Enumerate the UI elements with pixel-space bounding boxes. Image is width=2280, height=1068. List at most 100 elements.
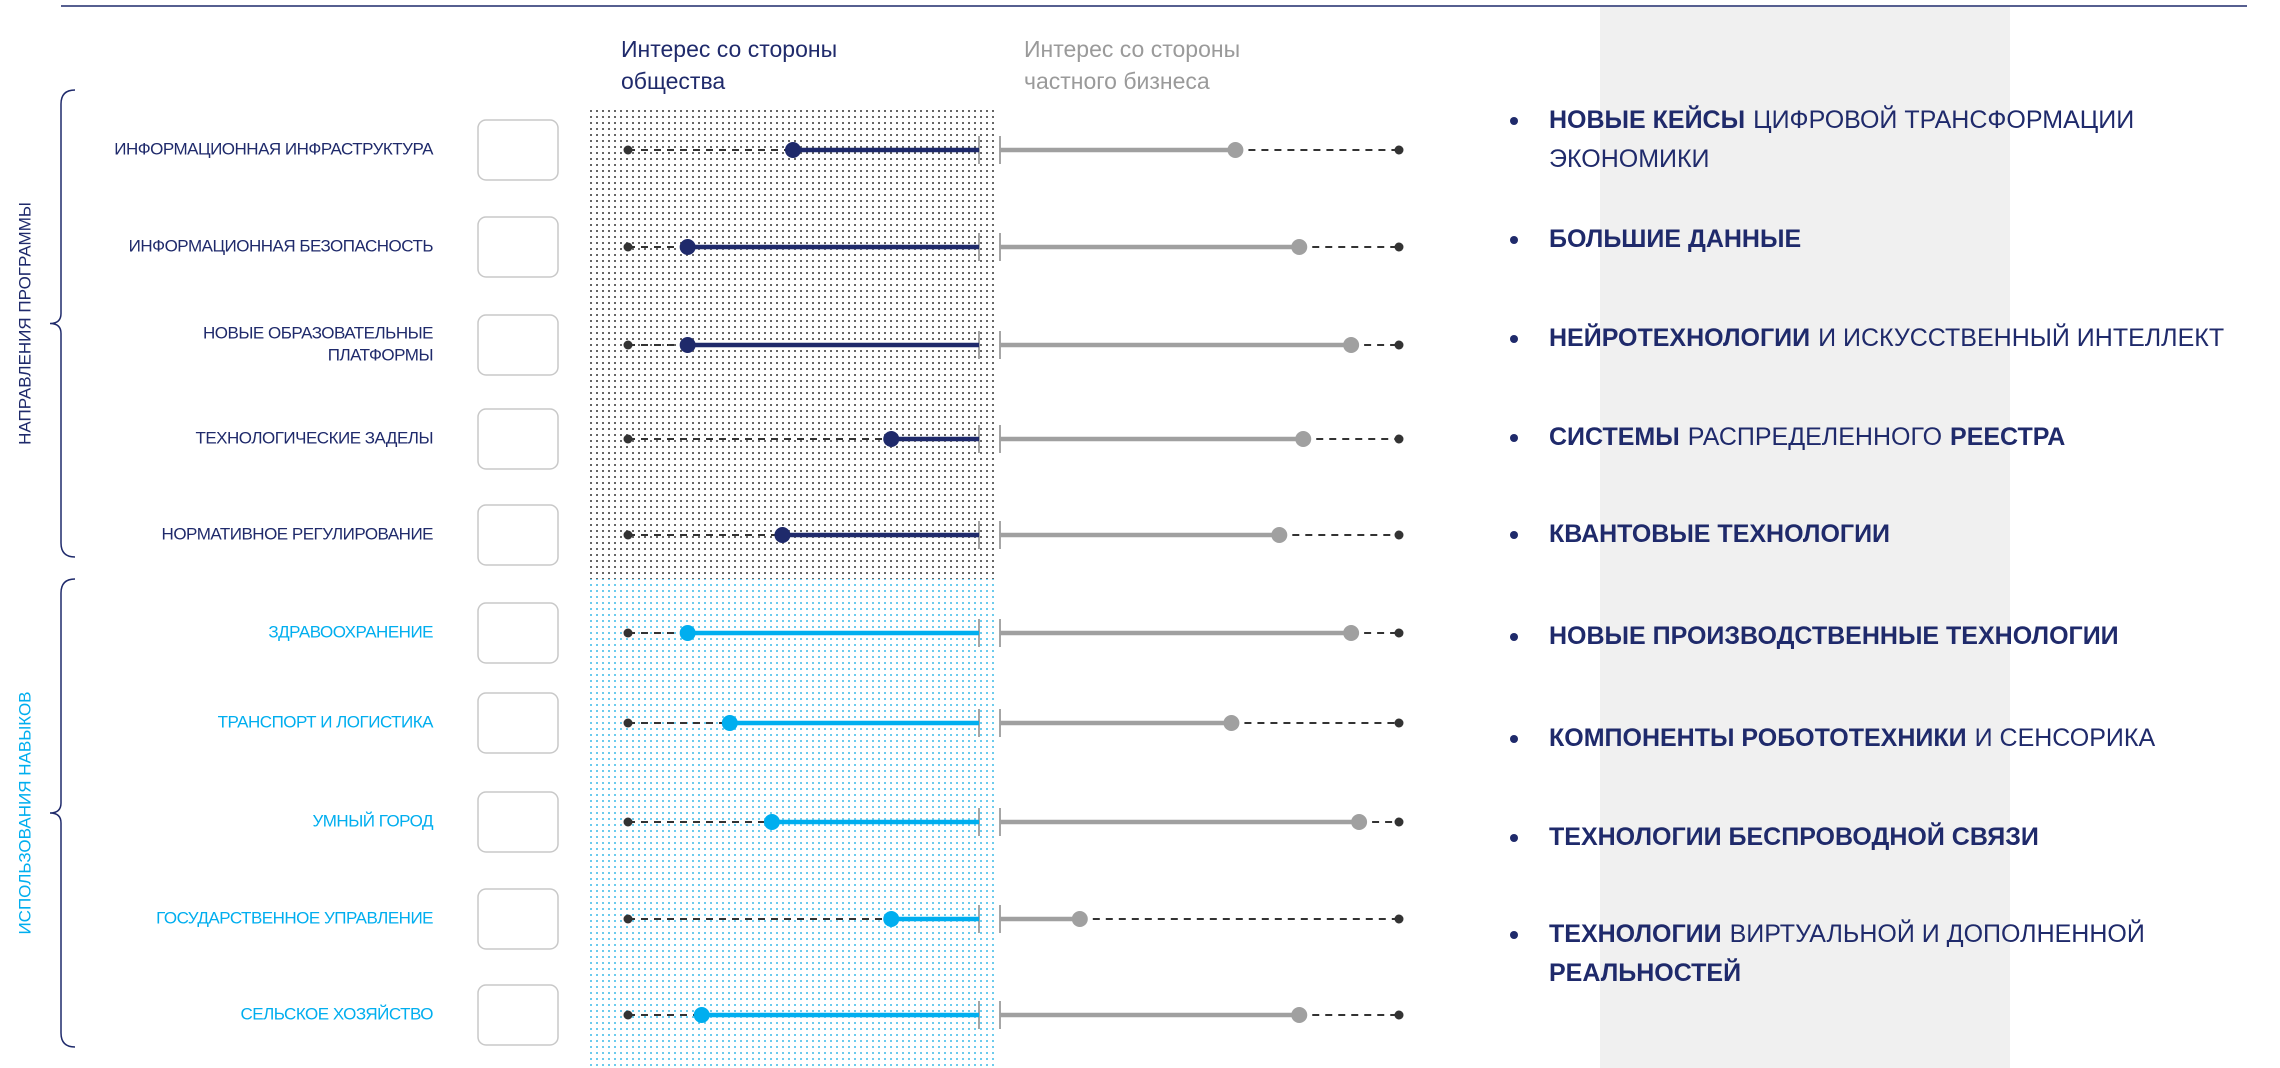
end-dot (1395, 341, 1404, 350)
start-dot (624, 243, 633, 252)
column-title: частного бизнеса (1024, 68, 1210, 94)
row-label: ЗДРАВООХРАНЕНИЕ (268, 622, 433, 641)
end-dot (1395, 915, 1404, 924)
business-dot (1271, 527, 1287, 543)
business-dot (1227, 142, 1243, 158)
bullet-text: КОМПОНЕНТЫ РОБОТОТЕХНИКИ И СЕНСОРИКА (1549, 724, 2155, 752)
start-dot (624, 435, 633, 444)
end-dot (1395, 1011, 1404, 1020)
row-icon (478, 603, 558, 663)
bullet-text: БОЛЬШИЕ ДАННЫЕ (1549, 225, 1801, 253)
bullet-segment: ЭКОНОМИКИ (1549, 145, 1710, 173)
bullet (1510, 735, 1518, 743)
bullet (1510, 834, 1518, 842)
bullet-segment: НОВЫЕ КЕЙСЫ (1549, 104, 1745, 134)
row-icon (478, 217, 558, 277)
bullet (1510, 236, 1518, 244)
row-icon (478, 409, 558, 469)
end-dot (1395, 818, 1404, 827)
row-label: ТРАНСПОРТ И ЛОГИСТИКА (218, 712, 435, 731)
society-dot (785, 142, 801, 158)
row-label: ИНФОРМАЦИОННАЯ ИНФРАСТРУКТУРА (114, 139, 434, 158)
society-dot (764, 814, 780, 830)
infographic: Интерес со стороныобществаИнтерес со сто… (0, 0, 2280, 1068)
start-dot (624, 629, 633, 638)
bullet-text: НОВЫЕ КЕЙСЫ ЦИФРОВОЙ ТРАНСФОРМАЦИИ (1549, 104, 2134, 134)
bullet-text: ТЕХНОЛОГИИ ВИРТУАЛЬНОЙ И ДОПОЛНЕННОЙ (1549, 918, 2145, 948)
row-label: СЕЛЬСКОЕ ХОЗЯЙСТВО (241, 1004, 434, 1023)
society-dot (680, 239, 696, 255)
row-icon (478, 120, 558, 180)
group-label: НАПРАВЛЕНИЯ ПРОГРАММЫ (15, 202, 34, 445)
bullet-segment: И ИСКУССТВЕННЫЙ ИНТЕЛЛЕКТ (1818, 322, 2224, 352)
bullet-text: РЕАЛЬНОСТЕЙ (1549, 957, 1741, 987)
business-dot (1351, 814, 1367, 830)
society-dot (883, 431, 899, 447)
bullet-segment: РАСПРЕДЕЛЕННОГО (1688, 423, 1942, 451)
end-dot (1395, 146, 1404, 155)
row-icon (478, 693, 558, 753)
row-icon (478, 985, 558, 1045)
row-icon (478, 505, 558, 565)
bullet-text: НОВЫЕ ПРОИЗВОДСТВЕННЫЕ ТЕХНОЛОГИИ (1549, 622, 2119, 650)
row-label: ПЛАТФОРМЫ (328, 345, 433, 364)
group-bracket (50, 90, 75, 557)
start-dot (624, 1011, 633, 1020)
bullet (1510, 434, 1518, 442)
business-dot (1295, 431, 1311, 447)
row-label: ГОСУДАРСТВЕННОЕ УПРАВЛЕНИЕ (156, 908, 433, 927)
bullet-text: СИСТЕМЫ РАСПРЕДЕЛЕННОГО РЕЕСТРА (1549, 423, 2065, 451)
page: Интерес со стороныобществаИнтерес со сто… (0, 0, 2280, 1068)
column-title: общества (621, 68, 725, 94)
bullet-text: ТЕХНОЛОГИИ БЕСПРОВОДНОЙ СВЯЗИ (1549, 821, 2039, 851)
start-dot (624, 719, 633, 728)
bullet-segment: РЕЕСТРА (1950, 423, 2065, 451)
business-dot (1072, 911, 1088, 927)
bullet-text: КВАНТОВЫЕ ТЕХНОЛОГИИ (1549, 520, 1890, 548)
bullet-segment: СИСТЕМЫ (1549, 423, 1680, 451)
row-label: УМНЫЙ ГОРОД (312, 811, 434, 830)
start-dot (624, 818, 633, 827)
end-dot (1395, 719, 1404, 728)
society-dot (883, 911, 899, 927)
society-dot (774, 527, 790, 543)
bullet-segment: РЕАЛЬНОСТЕЙ (1549, 957, 1741, 987)
column-title: Интерес со стороны (621, 36, 837, 62)
row-label: НОРМАТИВНОЕ РЕГУЛИРОВАНИЕ (162, 524, 434, 543)
end-dot (1395, 243, 1404, 252)
bullet (1510, 335, 1518, 343)
bullet-segment: ЦИФРОВОЙ ТРАНСФОРМАЦИИ (1753, 104, 2134, 134)
society-dot (722, 715, 738, 731)
bullet-text: НЕЙРОТЕХНОЛОГИИ И ИСКУССТВЕННЫЙ ИНТЕЛЛЕКТ (1549, 322, 2224, 352)
society-dot (680, 625, 696, 641)
start-dot (624, 146, 633, 155)
society-dot (680, 337, 696, 353)
end-dot (1395, 435, 1404, 444)
row-label: ТЕХНОЛОГИЧЕСКИЕ ЗАДЕЛЫ (195, 428, 433, 447)
end-dot (1395, 629, 1404, 638)
row-icon (478, 315, 558, 375)
start-dot (624, 531, 633, 540)
bullet-segment: КОМПОНЕНТЫ РОБОТОТЕХНИКИ (1549, 724, 1967, 752)
business-dot (1291, 1007, 1307, 1023)
business-dot (1343, 337, 1359, 353)
row-label: ИНФОРМАЦИОННАЯ БЕЗОПАСНОСТЬ (129, 236, 434, 255)
group-bracket (50, 579, 75, 1047)
business-dot (1291, 239, 1307, 255)
bullet-segment: И СЕНСОРИКА (1975, 724, 2156, 752)
bullet-segment: БОЛЬШИЕ ДАННЫЕ (1549, 225, 1801, 253)
end-dot (1395, 531, 1404, 540)
bullet-segment: НЕЙРОТЕХНОЛОГИИ (1549, 322, 1810, 352)
bullet-segment: КВАНТОВЫЕ ТЕХНОЛОГИИ (1549, 520, 1890, 548)
business-dot (1343, 625, 1359, 641)
bullet (1510, 117, 1518, 125)
business-dot (1223, 715, 1239, 731)
start-dot (624, 341, 633, 350)
row-label: НОВЫЕ ОБРАЗОВАТЕЛЬНЫЕ (203, 323, 433, 342)
bullet (1510, 931, 1518, 939)
bullet-segment: ВИРТУАЛЬНОЙ И ДОПОЛНЕННОЙ (1730, 918, 2145, 948)
bullet-segment: ТЕХНОЛОГИИ (1549, 920, 1722, 948)
bullet-segment: ТЕХНОЛОГИИ БЕСПРОВОДНОЙ СВЯЗИ (1549, 821, 2039, 851)
society-dot (694, 1007, 710, 1023)
bullet (1510, 633, 1518, 641)
